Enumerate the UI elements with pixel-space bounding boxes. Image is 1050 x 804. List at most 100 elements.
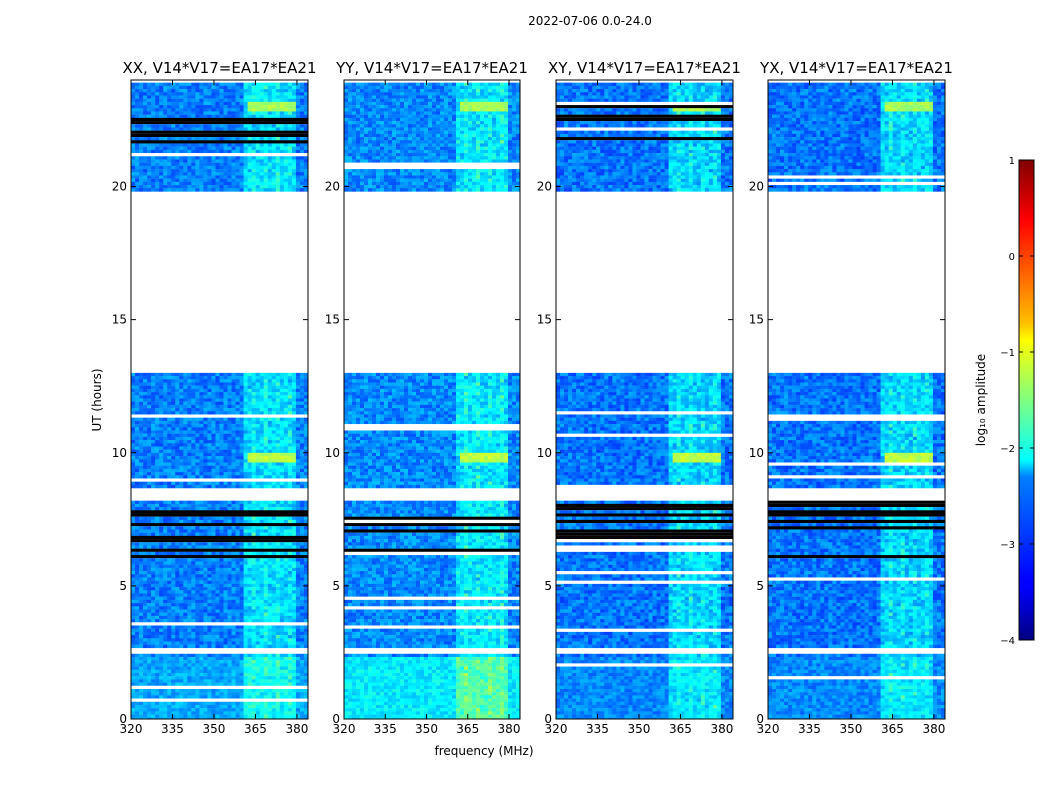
pixel-cell <box>187 95 192 99</box>
pixel-cell <box>135 577 140 581</box>
pixel-cell <box>299 111 305 115</box>
pixel-cell <box>195 609 200 613</box>
pixel-cell <box>171 137 176 141</box>
pixel-cell <box>243 558 248 562</box>
pixel-cell <box>139 688 144 693</box>
pixel-cell <box>199 717 204 719</box>
pixel-cell <box>267 558 273 562</box>
pixel-cell <box>239 440 244 444</box>
pixel-cell <box>223 433 228 438</box>
pixel-cell <box>271 146 277 151</box>
pixel-cell <box>215 95 220 99</box>
pixel-cell <box>167 395 172 399</box>
pixel-cell <box>139 704 144 709</box>
pixel-cell <box>263 475 269 479</box>
pixel-cell <box>295 98 301 103</box>
pixel-cell <box>299 653 305 658</box>
pixel-cell <box>163 717 168 719</box>
flagged-row <box>131 698 308 701</box>
pixel-cell <box>159 660 164 664</box>
pixel-cell <box>143 165 148 170</box>
pixel-cell <box>171 101 176 106</box>
pixel-cell <box>143 577 148 581</box>
pixel-cell <box>275 625 281 629</box>
pixel-cell <box>159 388 164 393</box>
pixel-cell <box>215 114 220 119</box>
pixel-cell <box>291 124 297 128</box>
pixel-cell <box>263 503 269 508</box>
pixel-cell <box>247 137 252 141</box>
pixel-cell <box>255 574 261 578</box>
pixel-cell <box>259 692 265 696</box>
pixel-cell <box>259 456 265 460</box>
pixel-cell <box>287 529 293 533</box>
pixel-cell <box>271 717 277 719</box>
pixel-cell <box>167 440 172 444</box>
pixel-cell <box>191 481 196 486</box>
pixel-cell <box>247 484 252 489</box>
pixel-cell <box>231 114 236 119</box>
pixel-cell <box>175 567 180 572</box>
pixel-cell <box>263 580 269 585</box>
pixel-cell <box>155 440 160 444</box>
pixel-cell <box>179 475 184 479</box>
pixel-cell <box>139 519 144 524</box>
pixel-cell <box>235 679 240 683</box>
pixel-cell <box>135 388 140 393</box>
pixel-cell <box>151 111 156 115</box>
pixel-cell <box>259 516 265 521</box>
pixel-cell <box>135 146 140 151</box>
pixel-cell <box>247 456 252 460</box>
pixel-cell <box>267 462 273 466</box>
pixel-cell <box>207 395 212 399</box>
pixel-cell <box>271 372 277 377</box>
pixel-cell <box>155 424 160 428</box>
pixel-cell <box>303 593 308 597</box>
pixel-cell <box>175 424 180 428</box>
pixel-cell <box>223 692 228 696</box>
pixel-cell <box>219 503 224 508</box>
pixel-cell <box>235 436 240 441</box>
pixel-cell <box>211 452 216 457</box>
pixel-cell <box>171 714 176 718</box>
pixel-cell <box>135 436 140 441</box>
pixel-cell <box>255 98 261 103</box>
pixel-cell <box>139 714 144 718</box>
pixel-cell <box>195 583 200 588</box>
pixel-cell <box>243 583 248 588</box>
pixel-cell <box>131 561 136 565</box>
pixel-cell <box>283 561 289 565</box>
pixel-cell <box>259 519 265 524</box>
pixel-cell <box>267 427 273 431</box>
pixel-cell <box>235 420 240 425</box>
pixel-cell <box>231 516 236 521</box>
pixel-cell <box>179 635 184 639</box>
pixel-cell <box>255 519 261 524</box>
pixel-cell <box>227 561 232 565</box>
pixel-cell <box>143 114 148 119</box>
pixel-cell <box>155 105 160 109</box>
pixel-cell <box>279 599 285 604</box>
pixel-cell <box>227 609 232 613</box>
pixel-cell <box>243 564 248 569</box>
pixel-cell <box>275 587 281 591</box>
pixel-cell <box>155 676 160 680</box>
pixel-cell <box>283 452 289 457</box>
pixel-cell <box>279 108 285 112</box>
pixel-cell <box>199 708 204 712</box>
pixel-cell <box>203 98 208 103</box>
pixel-cell <box>287 124 293 128</box>
pixel-cell <box>135 711 140 715</box>
pixel-cell <box>171 427 176 431</box>
pixel-cell <box>191 609 196 613</box>
pixel-cell <box>159 676 164 680</box>
pixel-cell <box>207 475 212 479</box>
pixel-cell <box>263 695 269 699</box>
pixel-cell <box>295 638 301 642</box>
pixel-cell <box>267 376 273 380</box>
pixel-cell <box>267 156 273 160</box>
pixel-cell <box>295 85 301 90</box>
pixel-cell <box>167 379 172 383</box>
pixel-cell <box>139 638 144 642</box>
zero-row <box>131 523 308 527</box>
